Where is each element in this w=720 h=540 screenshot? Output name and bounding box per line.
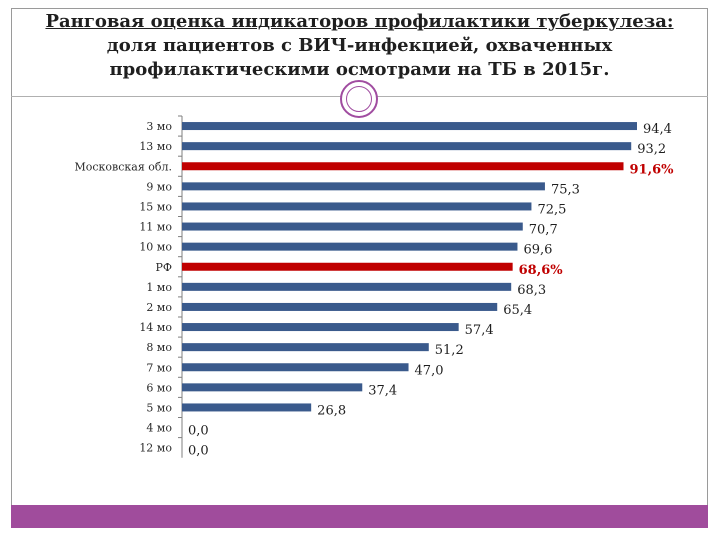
bar	[182, 222, 523, 231]
category-label: 14 мо	[139, 321, 172, 334]
bar	[182, 302, 498, 311]
value-label: 91,6%	[630, 162, 675, 177]
category-label: 2 мо	[146, 301, 172, 314]
category-label: РФ	[155, 261, 172, 274]
value-label: 26,8	[317, 403, 346, 418]
category-label: 8 мо	[146, 341, 172, 354]
bar	[182, 403, 312, 412]
value-label: 68,6%	[519, 263, 564, 278]
category-label: 10 мо	[139, 241, 172, 254]
bar	[182, 202, 532, 211]
value-label: 75,3	[551, 182, 580, 197]
category-label: 9 мо	[146, 180, 172, 193]
bar	[182, 182, 545, 191]
bar-highlighted	[182, 262, 513, 271]
bar	[182, 282, 512, 291]
bar	[182, 323, 459, 332]
value-label: 0,0	[188, 424, 209, 439]
value-label: 68,3	[517, 283, 546, 298]
title-line-1: Ранговая оценка индикаторов профилактики…	[45, 11, 674, 32]
bar	[182, 242, 518, 251]
value-label: 69,6	[523, 243, 552, 258]
category-label: 15 мо	[139, 200, 172, 213]
value-label: 70,7	[529, 223, 558, 238]
category-label: 5 мо	[146, 401, 172, 414]
category-label: 1 мо	[146, 281, 172, 294]
slide-title: Ранговая оценка индикаторов профилактики…	[11, 10, 708, 96]
title-line-3: профилактическими осмотрами на ТБ в 2015…	[109, 59, 610, 80]
category-label: 12 мо	[139, 442, 172, 455]
value-label: 51,2	[435, 343, 464, 358]
category-label: 13 мо	[139, 140, 172, 153]
value-label: 0,0	[188, 444, 209, 459]
category-label: Московская обл.	[75, 160, 173, 173]
value-label: 93,2	[637, 142, 666, 157]
title-line-2: доля пациентов с ВИЧ-инфекцией, охваченн…	[106, 35, 613, 56]
value-label: 72,5	[537, 202, 566, 217]
value-label: 57,4	[465, 323, 494, 338]
category-label: 4 мо	[146, 422, 172, 435]
bar	[182, 122, 637, 131]
value-label: 47,0	[415, 363, 444, 378]
decorative-ring-icon	[340, 80, 378, 118]
bar	[182, 142, 632, 151]
category-label: 11 мо	[139, 221, 172, 234]
bar	[182, 343, 429, 352]
value-label: 94,4	[643, 122, 672, 137]
bar	[182, 363, 409, 372]
bar	[182, 383, 363, 392]
bar-highlighted	[182, 162, 624, 171]
bottom-accent-bar	[11, 505, 708, 528]
value-label: 37,4	[368, 383, 397, 398]
category-label: 3 мо	[146, 120, 172, 133]
value-label: 65,4	[503, 303, 532, 318]
category-label: 6 мо	[146, 381, 172, 394]
category-label: 7 мо	[146, 361, 172, 374]
